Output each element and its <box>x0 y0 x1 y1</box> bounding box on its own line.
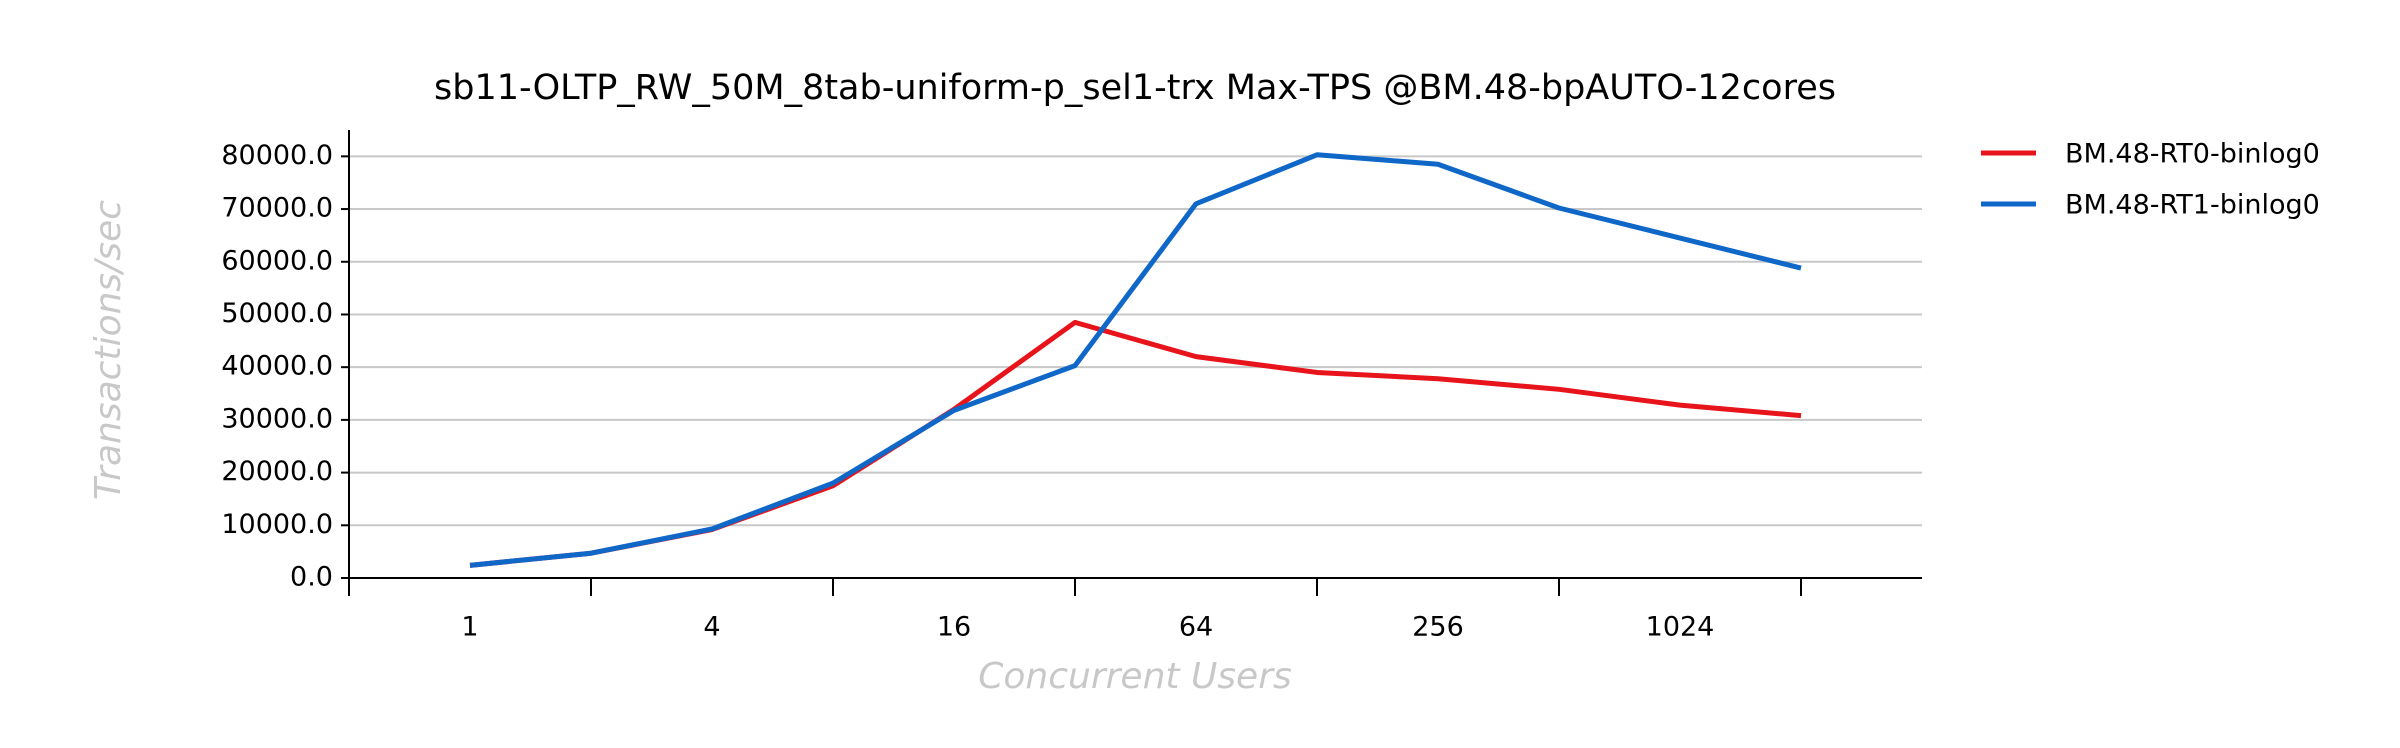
y-tick-label: 20000.0 <box>221 456 333 487</box>
y-tick-label: 40000.0 <box>221 351 333 382</box>
y-tick-label: 50000.0 <box>221 298 333 329</box>
x-tick-label: 16 <box>937 612 971 643</box>
x-axis-label: Concurrent Users <box>978 656 1292 697</box>
y-tick-label: 60000.0 <box>221 245 333 276</box>
y-tick-label: 30000.0 <box>221 403 333 434</box>
x-tick-label: 256 <box>1412 612 1464 643</box>
y-tick-label: 70000.0 <box>221 193 333 224</box>
x-tick-label: 1 <box>461 612 478 643</box>
chart-title: sb11-OLTP_RW_50M_8tab-uniform-p_sel1-trx… <box>434 68 1836 108</box>
legend-label: BM.48-RT1-binlog0 <box>2065 190 2320 221</box>
y-tick-label: 0.0 <box>290 562 333 593</box>
x-tick-label: 1024 <box>1646 612 1715 643</box>
x-tick-label: 4 <box>703 612 720 643</box>
x-tick-label: 64 <box>1179 612 1213 643</box>
line-series <box>469 152 1802 568</box>
y-tick-label: 80000.0 <box>221 140 333 171</box>
y-axis-label: Transactions/sec <box>88 200 129 500</box>
legend-label: BM.48-RT0-binlog0 <box>2065 139 2320 170</box>
y-tick-label: 10000.0 <box>221 509 333 540</box>
line-series <box>469 319 1802 568</box>
